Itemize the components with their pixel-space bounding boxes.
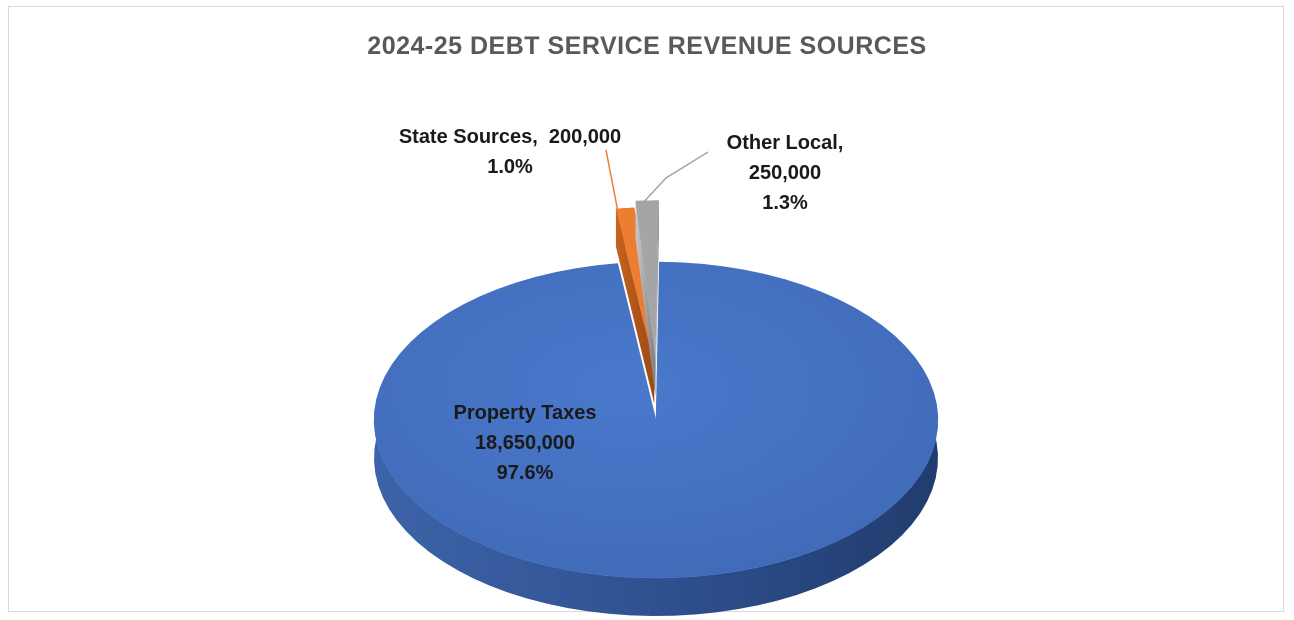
data-label-value: 18,650,000 (474, 432, 576, 454)
data-label-category: Property Taxes (453, 402, 597, 424)
data-label-value: 200,000 (548, 126, 622, 148)
pie-slice-wall (635, 200, 656, 397)
pie-slice-top (373, 261, 939, 579)
data-label-other-local: Other Local, 250,000 1.3% (700, 128, 870, 218)
pie-slice-top (635, 200, 659, 359)
data-label-category: State Sources (398, 126, 533, 148)
pie-slice-top (615, 207, 655, 366)
pie-slice-wall (615, 208, 655, 404)
leader-line-state-sources (605, 149, 619, 213)
data-label-property-taxes: Property Taxes 18,650,000 97.6% (380, 398, 670, 488)
pie-slice-other-local (635, 200, 659, 397)
chart-title: 2024-25 DEBT SERVICE REVENUE SOURCES (367, 32, 927, 60)
leader-line-other-local (639, 151, 709, 207)
data-label-value: 250,000 (748, 162, 822, 184)
data-label-percent: 1.0% (487, 156, 533, 178)
pie-slice-property-taxes (373, 261, 939, 616)
data-label-percent: 97.6% (496, 462, 554, 484)
pie-slice-wall (655, 200, 659, 397)
data-label-category: Other Local (726, 132, 838, 154)
data-label-percent: 1.3% (762, 192, 808, 214)
data-label-state-sources: State Sources, 200,000 1.0% (360, 122, 660, 182)
